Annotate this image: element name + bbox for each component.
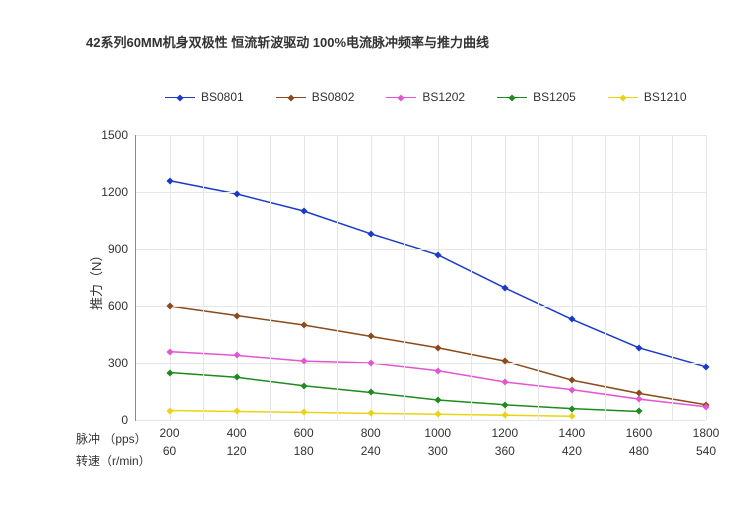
legend-item: BS1205 bbox=[497, 90, 576, 104]
gridline-h bbox=[136, 249, 706, 250]
gridline-v bbox=[505, 135, 506, 420]
series-lines bbox=[136, 135, 706, 420]
legend-line-icon bbox=[386, 97, 416, 98]
x-tick: 800240 bbox=[361, 420, 381, 458]
gridline-v bbox=[471, 135, 472, 420]
y-tick: 900 bbox=[108, 242, 136, 256]
gridline-v bbox=[438, 135, 439, 420]
gridline-v bbox=[203, 135, 204, 420]
legend-line-icon bbox=[497, 97, 527, 98]
y-tick: 1500 bbox=[101, 128, 136, 142]
x-tick: 1600480 bbox=[626, 420, 653, 458]
gridline-v bbox=[270, 135, 271, 420]
legend: BS0801 BS0802 BS1202 BS1205 BS1210 bbox=[165, 90, 687, 104]
legend-marker-icon bbox=[398, 94, 405, 101]
gridline-v bbox=[706, 135, 707, 420]
legend-label: BS0802 bbox=[312, 90, 355, 104]
legend-marker-icon bbox=[509, 94, 516, 101]
y-tick: 0 bbox=[121, 413, 136, 427]
legend-line-icon bbox=[165, 97, 195, 98]
gridline-v bbox=[304, 135, 305, 420]
gridline-v bbox=[404, 135, 405, 420]
x-tick: 1200360 bbox=[491, 420, 518, 458]
gridline-v bbox=[605, 135, 606, 420]
gridline-h bbox=[136, 135, 706, 136]
x-tick: 400120 bbox=[227, 420, 247, 458]
legend-label: BS1210 bbox=[644, 90, 687, 104]
legend-item: BS0801 bbox=[165, 90, 244, 104]
x-tick: 1000300 bbox=[424, 420, 451, 458]
y-tick: 300 bbox=[108, 356, 136, 370]
legend-item: BS0802 bbox=[276, 90, 355, 104]
gridline-v bbox=[639, 135, 640, 420]
legend-label: BS0801 bbox=[201, 90, 244, 104]
gridline-v bbox=[672, 135, 673, 420]
y-tick: 600 bbox=[108, 299, 136, 313]
chart-title: 42系列60MM机身双极性 恒流斩波驱动 100%电流脉冲频率与推力曲线 bbox=[86, 32, 489, 51]
plot-area: 0300600900120015002006040012060018080024… bbox=[135, 135, 706, 421]
x-tick: 600180 bbox=[294, 420, 314, 458]
legend-line-icon bbox=[276, 97, 306, 98]
x-axis-label-rpm: 转速（r/min） bbox=[76, 452, 151, 469]
gridline-h bbox=[136, 306, 706, 307]
x-tick: 1400420 bbox=[559, 420, 586, 458]
gridline-h bbox=[136, 192, 706, 193]
x-tick: 20060 bbox=[160, 420, 180, 458]
x-tick: 1800540 bbox=[693, 420, 720, 458]
gridline-v bbox=[538, 135, 539, 420]
legend-label: BS1205 bbox=[533, 90, 576, 104]
gridline-h bbox=[136, 363, 706, 364]
legend-marker-icon bbox=[619, 94, 626, 101]
legend-marker-icon bbox=[176, 94, 183, 101]
legend-line-icon bbox=[608, 97, 638, 98]
legend-label: BS1202 bbox=[422, 90, 465, 104]
legend-marker-icon bbox=[287, 94, 294, 101]
chart-container: 42系列60MM机身双极性 恒流斩波驱动 100%电流脉冲频率与推力曲线 BS0… bbox=[0, 0, 750, 518]
gridline-v bbox=[337, 135, 338, 420]
y-axis-label: 推力（N） bbox=[86, 249, 105, 310]
x-axis-label-pps: 脉冲 （pps） bbox=[76, 430, 147, 447]
gridline-h bbox=[136, 420, 706, 421]
y-tick: 1200 bbox=[101, 185, 136, 199]
gridline-v bbox=[371, 135, 372, 420]
legend-item: BS1202 bbox=[386, 90, 465, 104]
legend-item: BS1210 bbox=[608, 90, 687, 104]
